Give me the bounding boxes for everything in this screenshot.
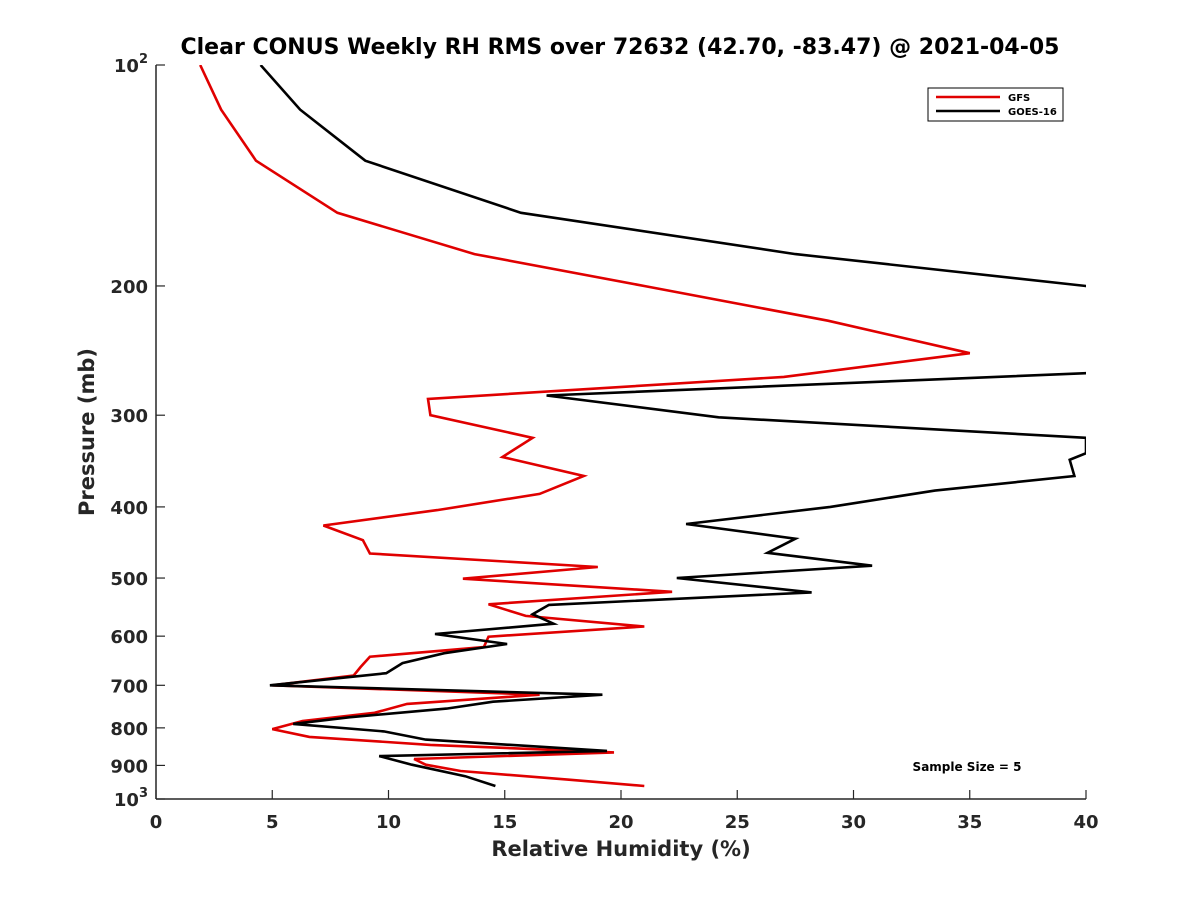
y-tick-label: 500 — [110, 569, 148, 590]
y-tick-label: 700 — [110, 676, 148, 697]
x-tick-label: 0 — [150, 812, 163, 833]
x-axis-label: Relative Humidity (%) — [491, 837, 750, 861]
y-tick-label: 800 — [110, 719, 148, 740]
y-tick-label: 400 — [110, 498, 148, 519]
legend: GFS GOES-16 — [927, 87, 1064, 122]
x-ticks: 0 5 10 15 20 25 30 35 40 — [150, 790, 1099, 833]
x-tick-label: 30 — [841, 812, 866, 833]
x-tick-label: 5 — [266, 812, 279, 833]
y-tick-label: 200 — [110, 277, 148, 298]
x-tick-label: 20 — [608, 812, 633, 833]
y-tick-label: 600 — [110, 627, 148, 648]
sample-size-annotation: Sample Size = 5 — [913, 760, 1022, 774]
y-axis-label: Pressure (mb) — [75, 348, 99, 516]
x-tick-label: 10 — [376, 812, 401, 833]
x-tick-label: 40 — [1073, 812, 1098, 833]
y-tick-label: 900 — [110, 756, 148, 777]
x-tick-label: 35 — [957, 812, 982, 833]
series-line-gfs — [199, 65, 971, 788]
x-tick-label: 15 — [492, 812, 517, 833]
legend-label-goes-16: GOES-16 — [1008, 107, 1057, 118]
y-tick-label: 102 — [114, 52, 148, 77]
y-tick-label: 103 — [114, 786, 148, 811]
y-tick-label: 300 — [110, 406, 148, 427]
y-ticks: 102 200 300 400 500 600 700 800 900 103 — [110, 52, 165, 811]
x-tick-label: 25 — [725, 812, 750, 833]
plot-area — [199, 65, 1086, 788]
series-line-goes-16 — [259, 65, 1086, 788]
legend-box — [927, 87, 1064, 122]
legend-label-gfs: GFS — [1008, 93, 1030, 104]
chart-title: Clear CONUS Weekly RH RMS over 72632 (42… — [181, 35, 1060, 60]
